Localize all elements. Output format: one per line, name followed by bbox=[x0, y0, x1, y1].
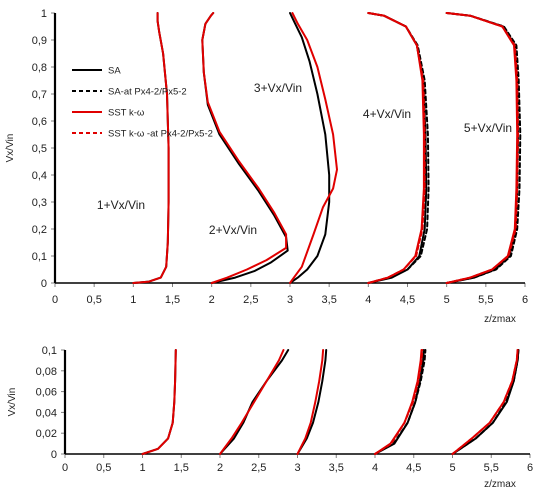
x-tick-label: 4 bbox=[372, 462, 378, 474]
series-line-2-profile-1 bbox=[219, 349, 285, 455]
series-line-2-profile-3 bbox=[367, 12, 425, 284]
series-line-0-profile-4 bbox=[445, 12, 519, 284]
y-tick-label: 0,5 bbox=[32, 143, 47, 155]
y-tick-label: 0,06 bbox=[36, 387, 57, 399]
y-tick-label: 0,4 bbox=[32, 170, 47, 182]
series-line-0-profile-3 bbox=[374, 349, 425, 455]
x-tick-label: 4,5 bbox=[400, 294, 415, 306]
y-tick-label: 0,1 bbox=[32, 251, 47, 263]
series-line-3-profile-0 bbox=[367, 12, 426, 284]
x-tick-label: 0 bbox=[52, 294, 58, 306]
y-tick-label: 1 bbox=[41, 8, 47, 20]
series-line-3-profile-0 bbox=[374, 349, 424, 455]
series-line-2-profile-2 bbox=[289, 12, 338, 284]
series-line-2-profile-1 bbox=[201, 12, 288, 284]
x-tick-label: 1 bbox=[139, 462, 145, 474]
x-tick-label: 5,5 bbox=[478, 294, 493, 306]
x-axis-title: z/zmax bbox=[484, 314, 516, 325]
curve-annotation: 2+Vx/Vin bbox=[209, 223, 257, 237]
curve-annotation: 4+Vx/Vin bbox=[363, 107, 411, 121]
curve-annotation: 1+Vx/Vin bbox=[97, 198, 145, 212]
series-line-1-profile-1 bbox=[445, 12, 522, 284]
series-line-2-profile-0 bbox=[132, 12, 170, 284]
x-tick-label: 5,5 bbox=[484, 462, 499, 474]
curve-annotation: 3+Vx/Vin bbox=[254, 81, 302, 95]
y-tick-label: 0 bbox=[41, 278, 47, 290]
y-tick-label: 0,7 bbox=[32, 89, 47, 101]
x-tick-label: 1,5 bbox=[165, 294, 180, 306]
x-tick-label: 6 bbox=[527, 462, 533, 474]
legend-label: SST k-ω bbox=[108, 108, 145, 119]
y-tick-label: 0,04 bbox=[36, 407, 57, 419]
y-axis-title: Vx/Vin bbox=[7, 388, 18, 417]
x-tick-label: 2,5 bbox=[243, 294, 258, 306]
y-tick-label: 0,8 bbox=[32, 62, 47, 74]
x-tick-label: 1 bbox=[130, 294, 136, 306]
x-axis-title: z/zmax bbox=[484, 479, 516, 490]
x-tick-label: 3 bbox=[294, 462, 300, 474]
y-tick-label: 0 bbox=[51, 449, 57, 461]
x-tick-label: 2 bbox=[217, 462, 223, 474]
y-tick-label: 0,3 bbox=[32, 197, 47, 209]
x-tick-label: 5 bbox=[444, 294, 450, 306]
series-line-3-profile-1 bbox=[451, 349, 519, 455]
y-tick-label: 0,6 bbox=[32, 116, 47, 128]
x-tick-label: 2,5 bbox=[251, 462, 266, 474]
y-tick-label: 0,2 bbox=[32, 224, 47, 236]
y-tick-label: 0,1 bbox=[42, 345, 57, 357]
x-tick-label: 0 bbox=[62, 462, 68, 474]
x-tick-label: 5 bbox=[449, 462, 455, 474]
series-line-1-profile-0 bbox=[367, 12, 430, 284]
curve-annotation: 5+Vx/Vin bbox=[464, 121, 512, 135]
legend-label: SA-at Px4-2/Px5-2 bbox=[108, 87, 187, 98]
x-tick-label: 4 bbox=[365, 294, 371, 306]
x-tick-label: 2 bbox=[209, 294, 215, 306]
x-tick-label: 0,5 bbox=[87, 294, 102, 306]
x-tick-label: 4,5 bbox=[406, 462, 421, 474]
series-line-2-profile-4 bbox=[445, 12, 519, 284]
series-line-0-profile-4 bbox=[451, 349, 520, 455]
series-line-1-profile-1 bbox=[451, 349, 520, 455]
legend-label: SA bbox=[108, 66, 121, 77]
series-line-0-profile-0 bbox=[141, 349, 177, 455]
series-line-0-profile-2 bbox=[289, 12, 331, 284]
y-tick-label: 0,02 bbox=[36, 428, 57, 440]
series-line-2-profile-0 bbox=[141, 349, 177, 455]
y-tick-label: 0,08 bbox=[36, 366, 57, 378]
series-line-2-profile-2 bbox=[296, 349, 325, 455]
series-line-3-profile-1 bbox=[445, 12, 519, 284]
legend-label: SST k-ω -at Px4-2/Px5-2 bbox=[108, 129, 213, 140]
x-tick-label: 3 bbox=[287, 294, 293, 306]
series-line-0-profile-1 bbox=[201, 12, 289, 284]
series-line-0-profile-1 bbox=[219, 349, 290, 455]
x-tick-label: 3,5 bbox=[329, 462, 344, 474]
y-axis-title: Vx/Vin bbox=[5, 134, 16, 163]
y-tick-label: 0,9 bbox=[32, 35, 47, 47]
x-tick-label: 1,5 bbox=[174, 462, 189, 474]
x-tick-label: 0,5 bbox=[96, 462, 111, 474]
series-line-1-profile-0 bbox=[374, 349, 427, 455]
series-line-0-profile-2 bbox=[296, 349, 328, 455]
x-tick-label: 6 bbox=[522, 294, 528, 306]
x-tick-label: 3,5 bbox=[322, 294, 337, 306]
